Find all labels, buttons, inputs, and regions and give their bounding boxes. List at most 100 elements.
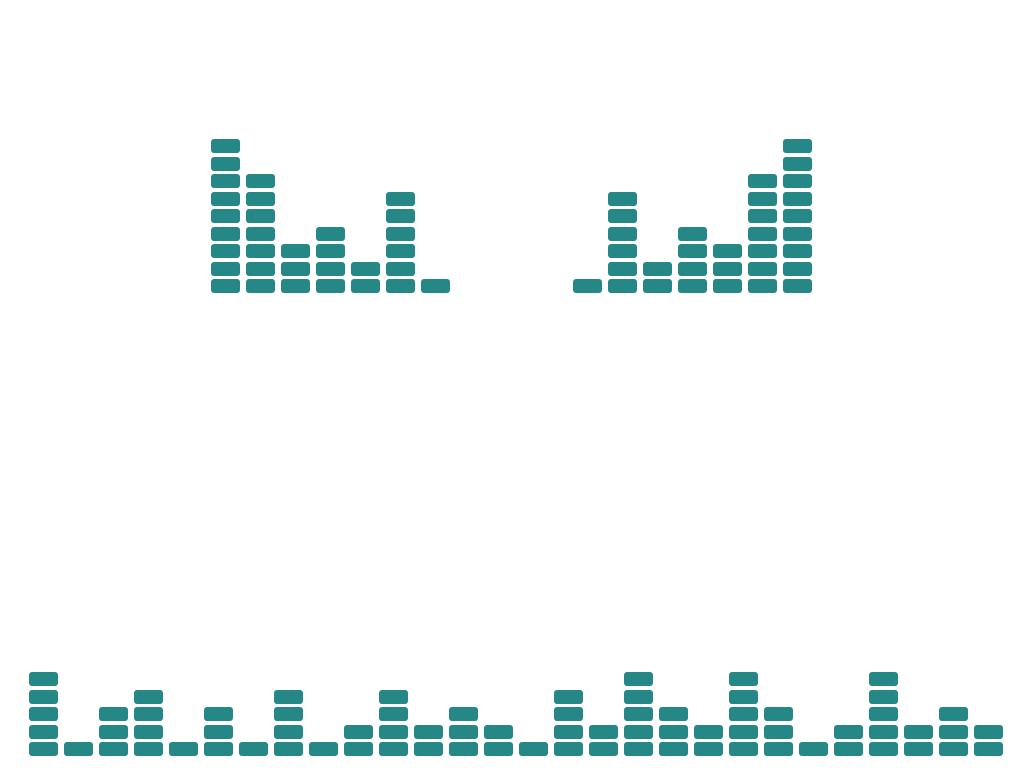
level-segment — [748, 226, 777, 241]
level-segment — [974, 742, 1003, 756]
level-segment — [764, 742, 793, 756]
level-segment — [316, 261, 345, 276]
level-segment — [554, 689, 583, 704]
level-segment — [713, 261, 742, 276]
level-segment — [316, 244, 345, 258]
level-segment — [64, 742, 93, 756]
level-segment — [386, 261, 415, 276]
level-segment — [974, 724, 1003, 739]
level-segment — [624, 724, 653, 739]
level-segment — [246, 191, 275, 206]
level-segment — [783, 244, 812, 258]
level-segment — [554, 724, 583, 739]
level-segment — [281, 244, 310, 258]
level-segment — [624, 707, 653, 721]
level-segment — [204, 724, 233, 739]
level-segment — [573, 279, 602, 293]
level-segment — [869, 689, 898, 704]
level-segment — [316, 226, 345, 241]
level-segment — [134, 689, 163, 704]
level-segment — [29, 742, 58, 756]
level-segment — [624, 742, 653, 756]
level-segment — [729, 672, 758, 686]
level-segment — [386, 244, 415, 258]
level-segment — [29, 707, 58, 721]
level-segment — [748, 191, 777, 206]
level-segment — [274, 724, 303, 739]
level-segment — [29, 689, 58, 704]
level-segment — [386, 191, 415, 206]
level-segment — [386, 279, 415, 293]
level-segment — [281, 261, 310, 276]
level-segment — [484, 724, 513, 739]
level-segment — [29, 724, 58, 739]
level-segment — [783, 209, 812, 223]
level-segment — [414, 724, 443, 739]
level-segment — [246, 226, 275, 241]
level-segment — [554, 707, 583, 721]
level-segment — [99, 742, 128, 756]
level-segment — [713, 244, 742, 258]
level-segment — [608, 209, 637, 223]
level-segment — [211, 226, 240, 241]
level-segment — [274, 742, 303, 756]
level-segment — [134, 724, 163, 739]
level-segment — [678, 226, 707, 241]
level-segment — [694, 742, 723, 756]
level-segment — [246, 244, 275, 258]
level-segment — [134, 742, 163, 756]
level-segment — [421, 279, 450, 293]
level-segment — [764, 724, 793, 739]
level-segment — [729, 724, 758, 739]
level-segment — [379, 724, 408, 739]
level-segment — [414, 742, 443, 756]
level-segment — [344, 724, 373, 739]
level-segment — [351, 261, 380, 276]
level-segment — [309, 742, 338, 756]
level-segment — [589, 724, 618, 739]
level-segment — [748, 244, 777, 258]
level-segment — [694, 724, 723, 739]
level-segment — [643, 279, 672, 293]
level-segment — [834, 724, 863, 739]
level-segment — [869, 707, 898, 721]
level-segment — [904, 742, 933, 756]
level-segment — [764, 707, 793, 721]
level-segment — [608, 191, 637, 206]
level-segment — [211, 156, 240, 171]
level-segment — [678, 279, 707, 293]
level-segment — [678, 261, 707, 276]
level-segment — [211, 244, 240, 258]
level-segment — [351, 279, 380, 293]
level-segment — [783, 139, 812, 153]
level-segment — [783, 261, 812, 276]
level-segment — [386, 226, 415, 241]
level-segment — [211, 139, 240, 153]
level-segment — [204, 707, 233, 721]
level-segment — [659, 707, 688, 721]
level-segment — [29, 672, 58, 686]
level-segment — [169, 742, 198, 756]
level-segment — [783, 156, 812, 171]
level-segment — [281, 279, 310, 293]
level-segment — [783, 226, 812, 241]
level-segment — [624, 672, 653, 686]
level-segment — [713, 279, 742, 293]
level-segment — [519, 742, 548, 756]
level-segment — [748, 261, 777, 276]
level-segment — [729, 707, 758, 721]
level-segment — [274, 707, 303, 721]
level-segment — [386, 209, 415, 223]
level-segment — [246, 261, 275, 276]
level-segment — [624, 689, 653, 704]
level-segment — [449, 742, 478, 756]
level-segment — [869, 724, 898, 739]
level-segment — [379, 689, 408, 704]
level-segment — [344, 742, 373, 756]
level-segment — [211, 174, 240, 188]
level-segment — [869, 672, 898, 686]
level-segment — [99, 724, 128, 739]
level-segment — [659, 742, 688, 756]
level-segment — [246, 174, 275, 188]
